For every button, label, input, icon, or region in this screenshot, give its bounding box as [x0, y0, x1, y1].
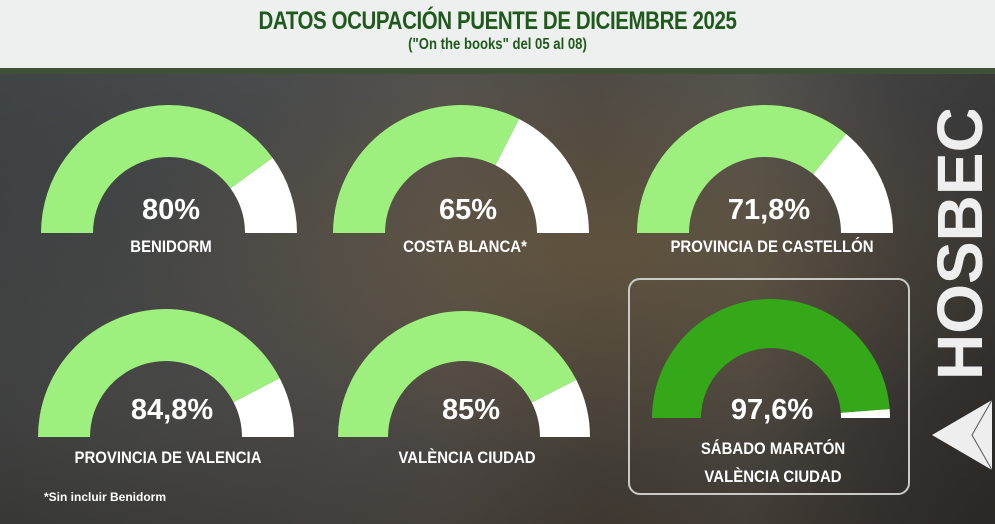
gauge-value-valencia-ciudad: 85%: [441, 394, 501, 426]
gauge-fill-arc: [637, 104, 846, 233]
gauge-label-costa-blanca: COSTA BLANCA*: [403, 237, 527, 256]
gauge-value-provincia-valencia: 84,8%: [130, 394, 214, 426]
gauge-empty-arc: [813, 133, 893, 233]
gauge-fill-arc: [38, 308, 280, 437]
gauge-label-provincia-valencia: PROVINCIA DE VALENCIA: [74, 448, 262, 467]
header: DATOS OCUPACIÓN PUENTE DE DICIEMBRE 2025…: [0, 0, 995, 68]
header-divider: [0, 68, 995, 74]
gauge-fill-arc: [338, 310, 577, 437]
gauge-label-benidorm: BENIDORM: [130, 237, 212, 256]
gauge-label-maraton-line1: SÁBADO MARATÓN: [700, 439, 846, 458]
highlight-box: [628, 278, 910, 495]
gauge-value-castellon: 71,8%: [727, 194, 811, 226]
gauge-empty-arc: [230, 157, 297, 233]
gauge-value-costa-blanca: 65%: [438, 194, 498, 226]
footnote: *Sin incluir Benidorm: [44, 490, 167, 504]
gauge-fill-arc: [652, 298, 890, 418]
page-subtitle: ("On the books" del 05 al 08): [408, 36, 587, 53]
gauge-empty-arc: [495, 118, 589, 233]
gauge-fill-arc: [333, 104, 520, 233]
gauge-value-benidorm: 80%: [141, 194, 201, 226]
gauge-empty-arc: [840, 409, 890, 418]
gauge-label-castellon: PROVINCIA DE CASTELLÓN: [670, 237, 874, 256]
hosbec-logo: HOSBEC: [930, 110, 992, 470]
gauge-label-valencia-ciudad: VALÈNCIA CIUDAD: [398, 448, 536, 467]
gauge-label-maraton-line2: VALÈNCIA CIUDAD: [704, 467, 842, 486]
gauge-empty-arc: [531, 379, 590, 437]
gauge-fill-arc: [41, 105, 273, 233]
logo-triangle-icon: [932, 400, 992, 470]
logo-text: HOSBEC: [930, 110, 992, 380]
gauge-value-maraton: 97,6%: [730, 394, 814, 426]
page-title: DATOS OCUPACIÓN PUENTE DE DICIEMBRE 2025: [258, 7, 737, 35]
gauge-empty-arc: [233, 378, 294, 437]
